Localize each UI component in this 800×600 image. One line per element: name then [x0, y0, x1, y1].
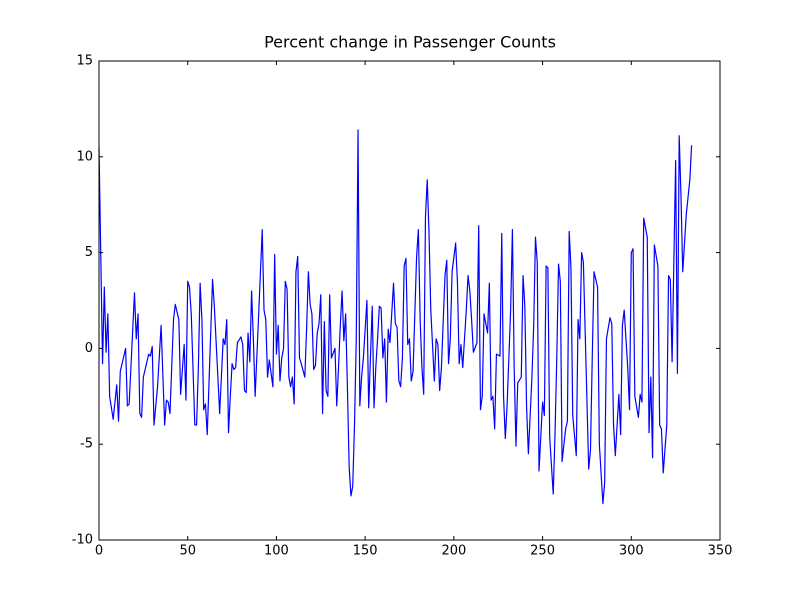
x-tick-label: 250 — [530, 544, 555, 559]
y-tick-label: 10 — [76, 149, 93, 164]
y-tick-label: 15 — [76, 54, 93, 69]
x-tick-label: 100 — [264, 544, 289, 559]
x-tick-label: 350 — [708, 544, 733, 559]
chart-title: Percent change in Passenger Counts — [264, 33, 556, 52]
x-tick-label: 0 — [95, 544, 103, 559]
x-tick-label: 200 — [441, 544, 466, 559]
data-line — [98, 129, 693, 505]
y-tick-label: -10 — [72, 533, 93, 548]
plot-frame — [98, 60, 721, 541]
x-tick-label: 50 — [179, 544, 196, 559]
x-tick-label: 150 — [353, 544, 378, 559]
y-tick-label: 5 — [85, 245, 93, 260]
x-tick-label: 300 — [619, 544, 644, 559]
y-tick-label: -5 — [80, 437, 93, 452]
y-tick-label: 0 — [85, 341, 93, 356]
